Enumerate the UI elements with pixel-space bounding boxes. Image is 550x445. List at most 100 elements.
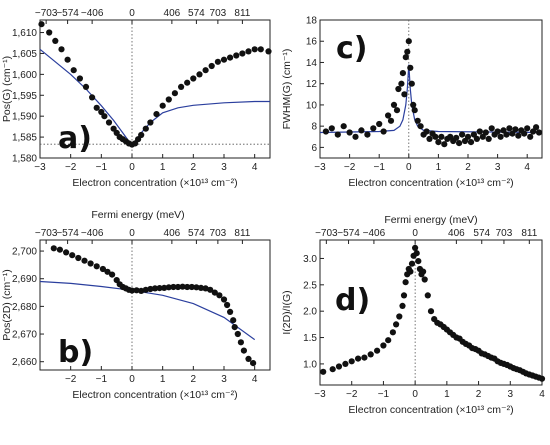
x-tick-label: 2 [191, 374, 197, 385]
data-point [133, 287, 140, 294]
data-point [81, 257, 88, 264]
data-point [265, 48, 272, 55]
data-point [367, 351, 374, 358]
data-point [348, 358, 355, 365]
top-axis-label: Fermi energy (meV) [384, 214, 477, 226]
data-point [156, 285, 163, 292]
data-point [470, 131, 477, 138]
data-point [153, 111, 160, 118]
data-point [328, 125, 335, 132]
data-point [93, 104, 100, 111]
x-tick-label: −3 [314, 162, 326, 173]
data-point [170, 283, 177, 291]
x-tick-label: 0 [129, 162, 135, 173]
data-point [420, 268, 427, 275]
data-point [393, 321, 400, 328]
data-point [224, 301, 231, 309]
data-point [527, 133, 534, 140]
y-tick-label: 3.0 [303, 254, 317, 265]
data-point [208, 62, 215, 70]
y-tick-label: 16 [306, 37, 318, 48]
data-point [432, 133, 439, 140]
data-point [82, 83, 90, 90]
data-point [401, 91, 408, 98]
y-tick-label: 1,585 [12, 133, 37, 144]
x-tick-label: 4 [539, 389, 545, 400]
y-tick-label: 1,610 [12, 28, 37, 39]
data-point [387, 117, 395, 124]
data-point [476, 128, 483, 135]
data-point [69, 252, 76, 259]
data-point [147, 285, 154, 293]
data-point [467, 139, 475, 146]
data-point [207, 286, 214, 293]
data-point [485, 135, 492, 142]
data-point [128, 287, 136, 294]
data-point [464, 133, 472, 140]
top-tick-label: 406 [448, 228, 465, 239]
x-tick-label: 1 [436, 162, 442, 173]
plot-frame [319, 239, 543, 386]
top-tick-label: 574 [188, 228, 205, 239]
data-point [421, 276, 428, 283]
y-tick-label: 2,660 [12, 357, 37, 368]
top-tick-label: −574 [56, 228, 79, 239]
y-tick-label: 1,595 [12, 91, 37, 102]
data-point [56, 246, 64, 253]
plot-frame [39, 239, 271, 371]
data-point [70, 67, 77, 74]
data-point [161, 284, 168, 291]
data-point [521, 130, 528, 137]
data-point [46, 29, 53, 36]
panel-d: −3 −2 −1 0 1 2 3 4 1.0 1.5 2.0 2.5 3.0 −703 −574 −406 0 4… [281, 214, 545, 416]
panel-b: −2 −1 0 1 2 3 4 2,660 2,670 2,680 2,690 2,700 −703−5… [1, 228, 271, 401]
y-tick-label: 1.0 [303, 359, 317, 370]
data-point [76, 75, 83, 82]
data-point [322, 128, 329, 135]
data-point [165, 96, 172, 103]
y-tick-label: 2.5 [303, 280, 317, 291]
data-point [370, 125, 377, 132]
data-point [179, 283, 186, 290]
top-tick-label: 703 [210, 228, 227, 239]
x-axis-label: Electron concentration (×10¹³ cm⁻²) [348, 177, 513, 189]
data-point [414, 117, 421, 124]
panel-letter-label: d) [335, 283, 370, 318]
data-point [188, 283, 195, 291]
plot-frame [39, 19, 271, 159]
y-tick-label: 1,580 [12, 154, 37, 165]
top-tick-label: −406 [363, 228, 386, 239]
x-tick-label: 4 [252, 374, 258, 385]
data-point [497, 133, 504, 140]
top-tick-label: −574 [337, 228, 360, 239]
data-point [257, 46, 264, 53]
data-point [234, 330, 241, 338]
top-tick-label: 406 [164, 8, 181, 19]
data-point [184, 283, 191, 291]
data-point [538, 375, 546, 382]
data-point [50, 245, 57, 252]
top-tick-label: 703 [496, 228, 513, 239]
data-point [329, 366, 336, 373]
data-point [426, 135, 433, 142]
y-tick-label: 10 [306, 100, 318, 111]
data-point [380, 342, 387, 349]
data-point [441, 141, 448, 148]
data-point [196, 71, 203, 78]
data-point [245, 355, 252, 362]
x-tick-label: 2 [476, 389, 482, 400]
data-point [407, 268, 414, 275]
x-tick-label: 0 [129, 374, 135, 385]
y-tick-label: 2,690 [12, 274, 37, 285]
top-tick-label: −406 [81, 228, 104, 239]
data-point [197, 284, 205, 291]
data-point [340, 123, 347, 130]
data-point [408, 260, 416, 267]
x-tick-label: 3 [495, 162, 501, 173]
data-point [509, 130, 516, 137]
x-tick-label: −2 [65, 162, 77, 173]
data-point [395, 85, 402, 93]
data-point [335, 363, 343, 370]
y-axis-label: I(2D)/I(G) [281, 290, 293, 334]
